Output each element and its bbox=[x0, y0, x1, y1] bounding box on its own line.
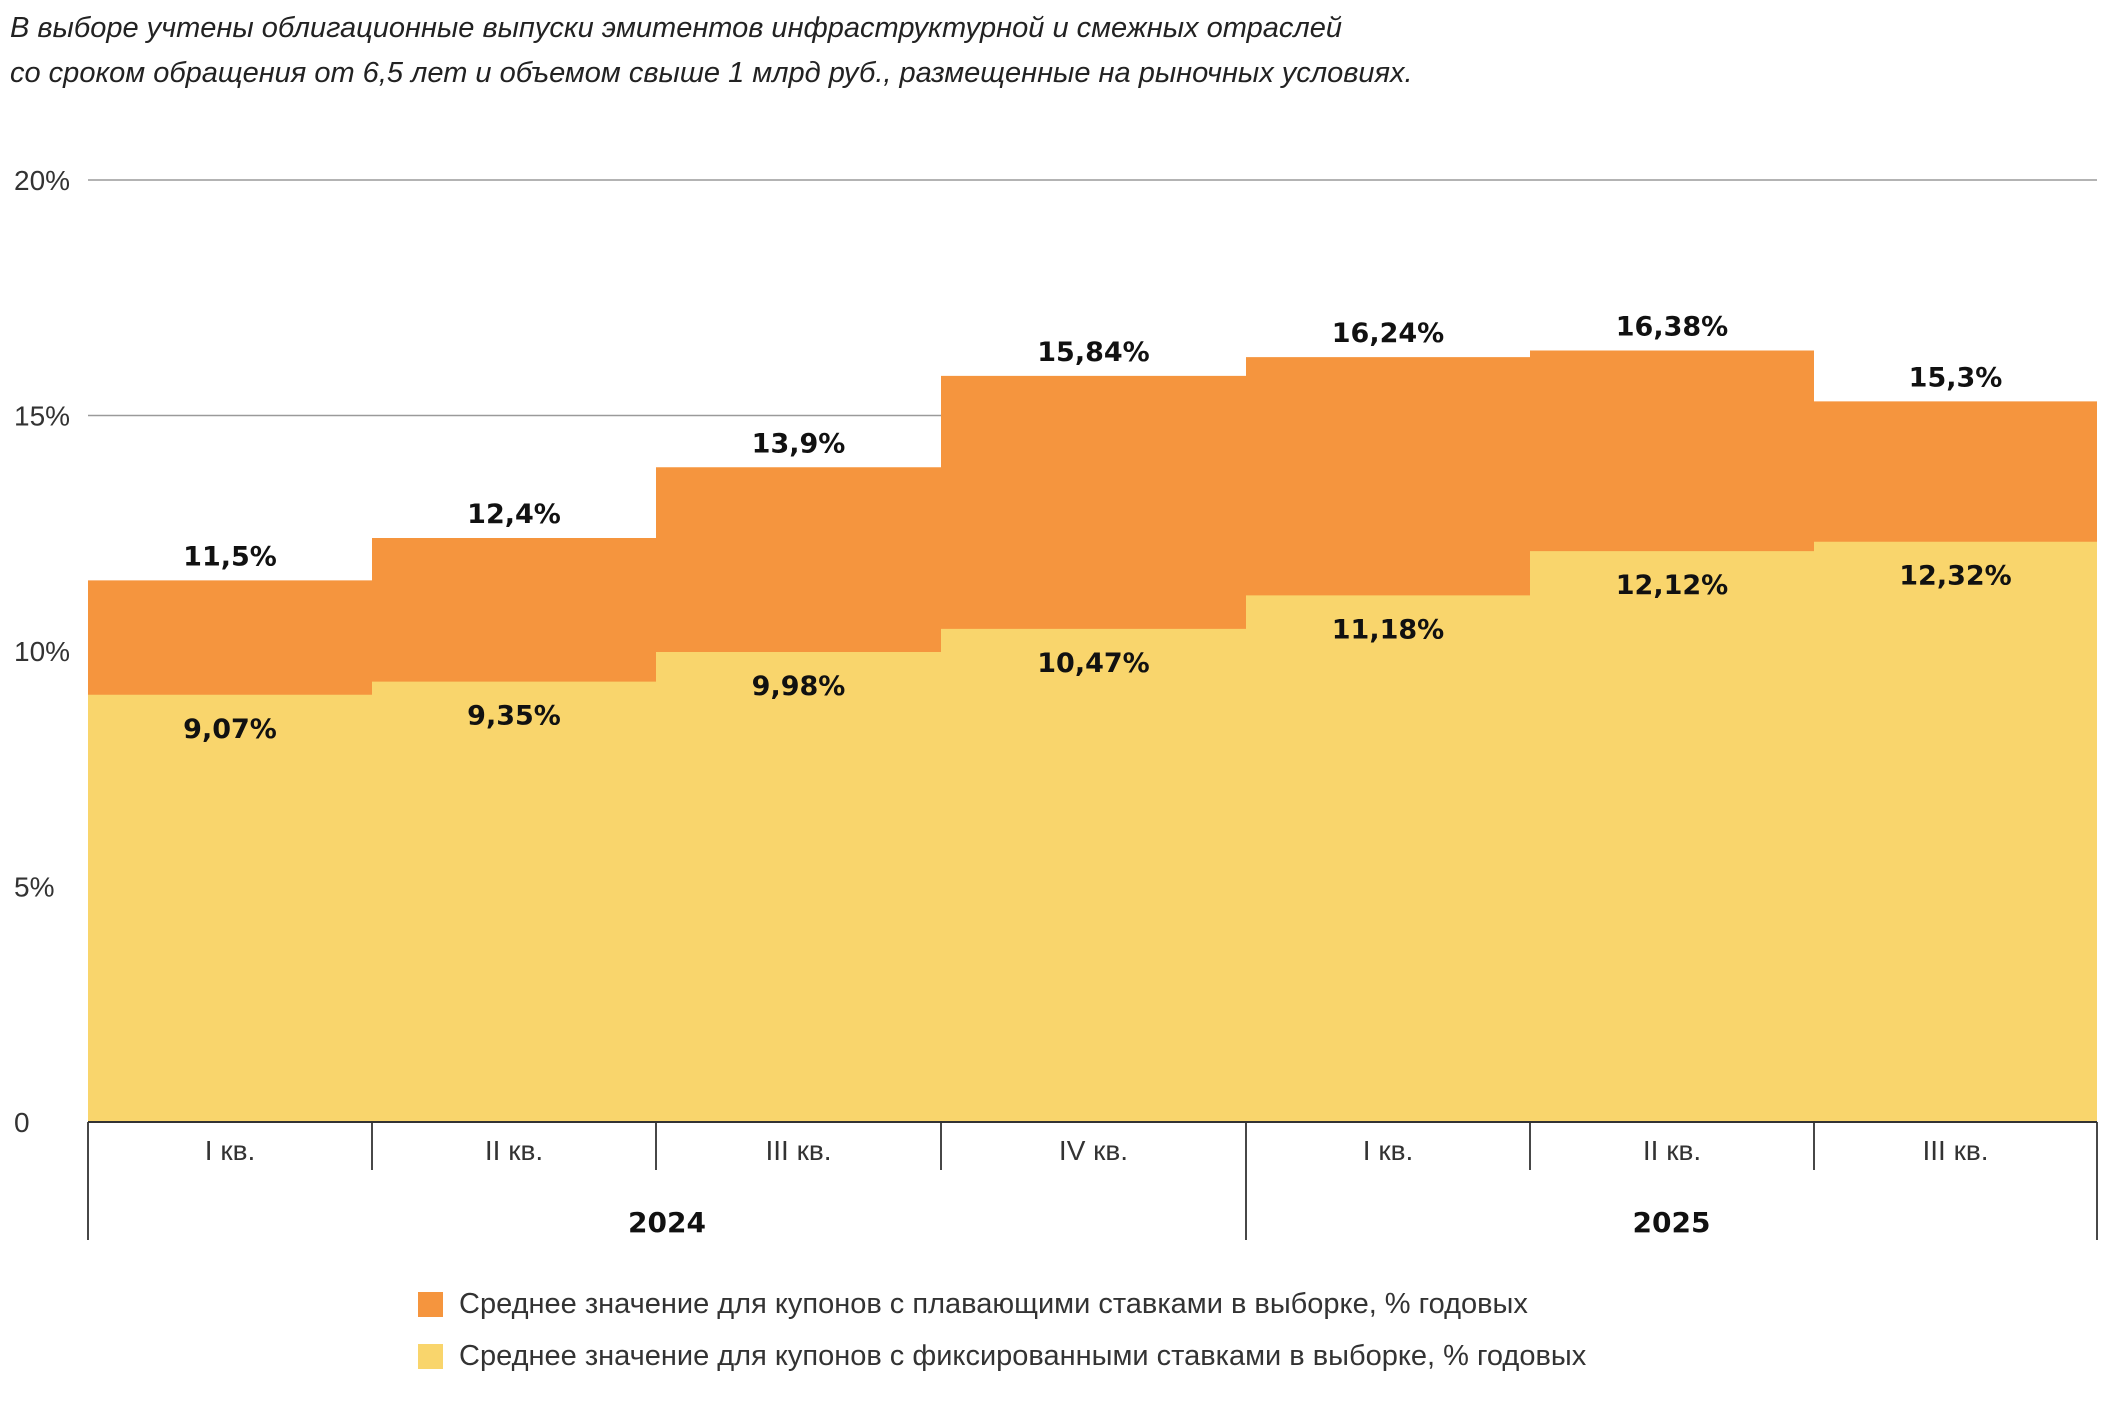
x-category-label-5: II кв. bbox=[1643, 1135, 1701, 1166]
legend-swatch-floating bbox=[418, 1291, 443, 1317]
legend-label-floating: Среднее значение для купонов с плавающим… bbox=[459, 1287, 1528, 1320]
label-floating-5: 16,38% bbox=[1616, 312, 1728, 343]
x-category-label-4: I кв. bbox=[1363, 1135, 1413, 1166]
x-group-label-2024: 2024 bbox=[628, 1206, 706, 1239]
x-category-label-3: IV кв. bbox=[1059, 1135, 1128, 1166]
legend: Среднее значение для купонов с плавающим… bbox=[418, 1278, 1586, 1382]
y-tick-label-1: 5% bbox=[14, 872, 54, 903]
legend-item-fixed: Среднее значение для купонов с фиксирова… bbox=[418, 1330, 1586, 1382]
label-fixed-0: 9,07% bbox=[183, 714, 277, 745]
x-category-label-6: III кв. bbox=[1922, 1135, 1988, 1166]
legend-swatch-fixed bbox=[418, 1343, 443, 1369]
label-fixed-1: 9,35% bbox=[467, 701, 561, 732]
label-fixed-2: 9,98% bbox=[752, 671, 846, 702]
x-group-label-2025: 2025 bbox=[1633, 1206, 1711, 1239]
label-floating-4: 16,24% bbox=[1332, 318, 1444, 349]
label-fixed-5: 12,12% bbox=[1616, 570, 1728, 601]
label-floating-1: 12,4% bbox=[467, 499, 561, 530]
legend-item-floating: Среднее значение для купонов с плавающим… bbox=[418, 1278, 1586, 1330]
label-fixed-4: 11,18% bbox=[1332, 614, 1444, 645]
coupon-rates-chart: 0 5% 10% 15% 20% 11,5% 9,07% 12,4% 9,35% 13,9% 9,9… bbox=[14, 165, 2098, 1240]
x-category-label-1: II кв. bbox=[485, 1135, 543, 1166]
x-category-label-2: III кв. bbox=[765, 1135, 831, 1166]
label-floating-0: 11,5% bbox=[183, 541, 277, 572]
label-floating-6: 15,3% bbox=[1909, 362, 2003, 393]
chart-note-line-2: со сроком обращения от 6,5 лет и объемом… bbox=[10, 57, 1413, 89]
label-floating-3: 15,84% bbox=[1037, 337, 1149, 368]
chart-note-line-1: В выборе учтены облигационные выпуски эм… bbox=[10, 12, 1342, 44]
y-tick-label-3: 15% bbox=[14, 401, 70, 432]
legend-label-fixed: Среднее значение для купонов с фиксирова… bbox=[459, 1339, 1587, 1372]
x-category-label-0: I кв. bbox=[205, 1135, 255, 1166]
y-tick-label-0: 0 bbox=[14, 1107, 30, 1138]
chart-note: В выборе учтены облигационные выпуски эм… bbox=[10, 6, 2010, 96]
label-fixed-6: 12,32% bbox=[1899, 561, 2011, 592]
series-fixed-area bbox=[88, 541, 2097, 1122]
y-tick-label-4: 20% bbox=[14, 165, 70, 196]
label-floating-2: 13,9% bbox=[752, 428, 846, 459]
label-fixed-3: 10,47% bbox=[1037, 648, 1149, 679]
y-tick-label-2: 10% bbox=[14, 636, 70, 667]
